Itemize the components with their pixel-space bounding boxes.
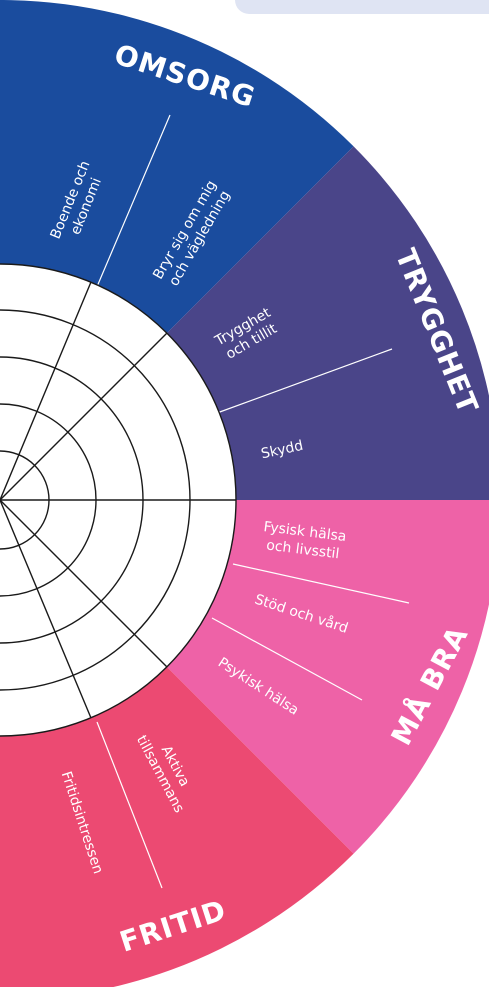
divider-trygghet [216, 348, 393, 414]
divider-mabra-2 [211, 617, 363, 701]
divider-fritid [96, 721, 163, 889]
divider-omsorg [95, 114, 171, 290]
divider-mabra-1 [232, 563, 410, 604]
inner-rating-disc [0, 263, 237, 737]
top-tab [235, 0, 489, 14]
